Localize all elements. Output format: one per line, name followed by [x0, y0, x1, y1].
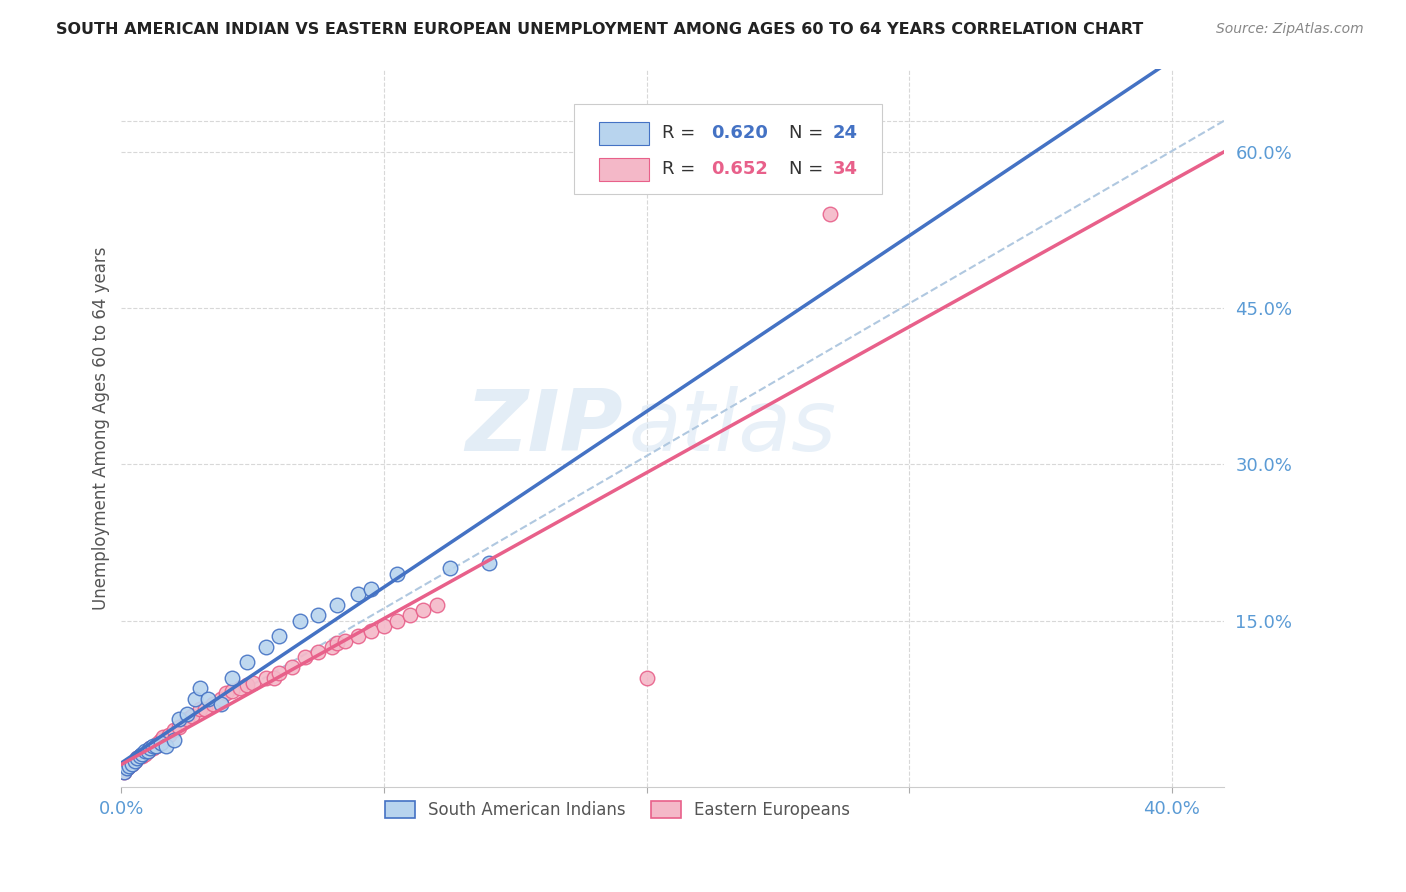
Point [118, 759, 141, 773]
Point [478, 556, 501, 570]
Point [439, 561, 461, 575]
Point [412, 603, 434, 617]
Point [326, 598, 349, 612]
Point [307, 608, 329, 623]
Point [115, 761, 138, 775]
Point [136, 744, 159, 758]
FancyBboxPatch shape [599, 121, 648, 145]
Point [176, 713, 198, 727]
Point [636, 671, 658, 685]
Point [294, 650, 316, 665]
Point [148, 736, 170, 750]
Point [127, 751, 149, 765]
Point [242, 676, 264, 690]
Point [149, 736, 172, 750]
Point [209, 691, 232, 706]
Point [321, 640, 343, 654]
Point [288, 614, 311, 628]
Point [188, 702, 211, 716]
Point [121, 757, 143, 772]
Point [128, 748, 150, 763]
Point [188, 681, 211, 696]
Point [145, 739, 167, 753]
Point [142, 739, 165, 753]
Point [115, 761, 138, 775]
Text: 24: 24 [832, 124, 858, 142]
Point [385, 614, 408, 628]
Point [184, 691, 207, 706]
Point [221, 684, 243, 698]
Point [152, 730, 174, 744]
Point [139, 740, 162, 755]
Text: 0.620: 0.620 [711, 124, 768, 142]
Point [254, 671, 277, 685]
Point [194, 702, 217, 716]
Point [124, 754, 146, 768]
Point [385, 566, 408, 581]
Point [131, 747, 153, 761]
Point [145, 739, 167, 753]
Point [197, 691, 219, 706]
Point [209, 697, 232, 711]
Point [176, 707, 198, 722]
Text: 0.652: 0.652 [711, 161, 768, 178]
FancyBboxPatch shape [574, 104, 883, 194]
Point [281, 660, 304, 674]
Point [236, 655, 259, 669]
Point [155, 739, 177, 753]
Legend: South American Indians, Eastern Europeans: South American Indians, Eastern European… [378, 794, 858, 826]
Point [346, 587, 368, 601]
Point [360, 582, 382, 597]
Point [149, 733, 172, 747]
Point [263, 671, 285, 685]
Point [142, 740, 165, 755]
Point [202, 697, 225, 711]
Point [333, 634, 356, 648]
Point [373, 618, 395, 632]
Point [267, 665, 290, 680]
Text: R =: R = [662, 161, 700, 178]
Point [307, 645, 329, 659]
Point [128, 748, 150, 763]
Y-axis label: Unemployment Among Ages 60 to 64 years: Unemployment Among Ages 60 to 64 years [93, 246, 110, 609]
Point [360, 624, 382, 638]
Point [134, 747, 156, 761]
Text: atlas: atlas [628, 386, 837, 469]
FancyBboxPatch shape [599, 158, 648, 180]
Text: N =: N = [789, 124, 828, 142]
Point [425, 598, 447, 612]
Point [254, 640, 277, 654]
Point [167, 720, 190, 734]
Point [121, 757, 143, 772]
Point [399, 608, 422, 623]
Point [163, 723, 186, 737]
Point [215, 686, 238, 700]
Point [131, 748, 153, 763]
Point [181, 709, 204, 723]
Point [236, 678, 259, 692]
Point [139, 740, 162, 755]
Point [127, 751, 149, 765]
Point [326, 636, 349, 650]
Point [228, 681, 250, 696]
Text: SOUTH AMERICAN INDIAN VS EASTERN EUROPEAN UNEMPLOYMENT AMONG AGES 60 TO 64 YEARS: SOUTH AMERICAN INDIAN VS EASTERN EUROPEA… [56, 22, 1143, 37]
Text: 34: 34 [832, 161, 858, 178]
Text: N =: N = [789, 161, 828, 178]
Point [134, 744, 156, 758]
Point [820, 207, 842, 221]
Point [136, 744, 159, 758]
Text: R =: R = [662, 124, 700, 142]
Point [112, 764, 135, 779]
Point [221, 671, 243, 685]
Point [157, 728, 180, 742]
Point [167, 713, 190, 727]
Text: Source: ZipAtlas.com: Source: ZipAtlas.com [1216, 22, 1364, 37]
Point [118, 759, 141, 773]
Point [163, 733, 186, 747]
Text: ZIP: ZIP [465, 386, 623, 469]
Point [346, 629, 368, 643]
Point [267, 629, 290, 643]
Point [124, 754, 146, 768]
Point [112, 764, 135, 779]
